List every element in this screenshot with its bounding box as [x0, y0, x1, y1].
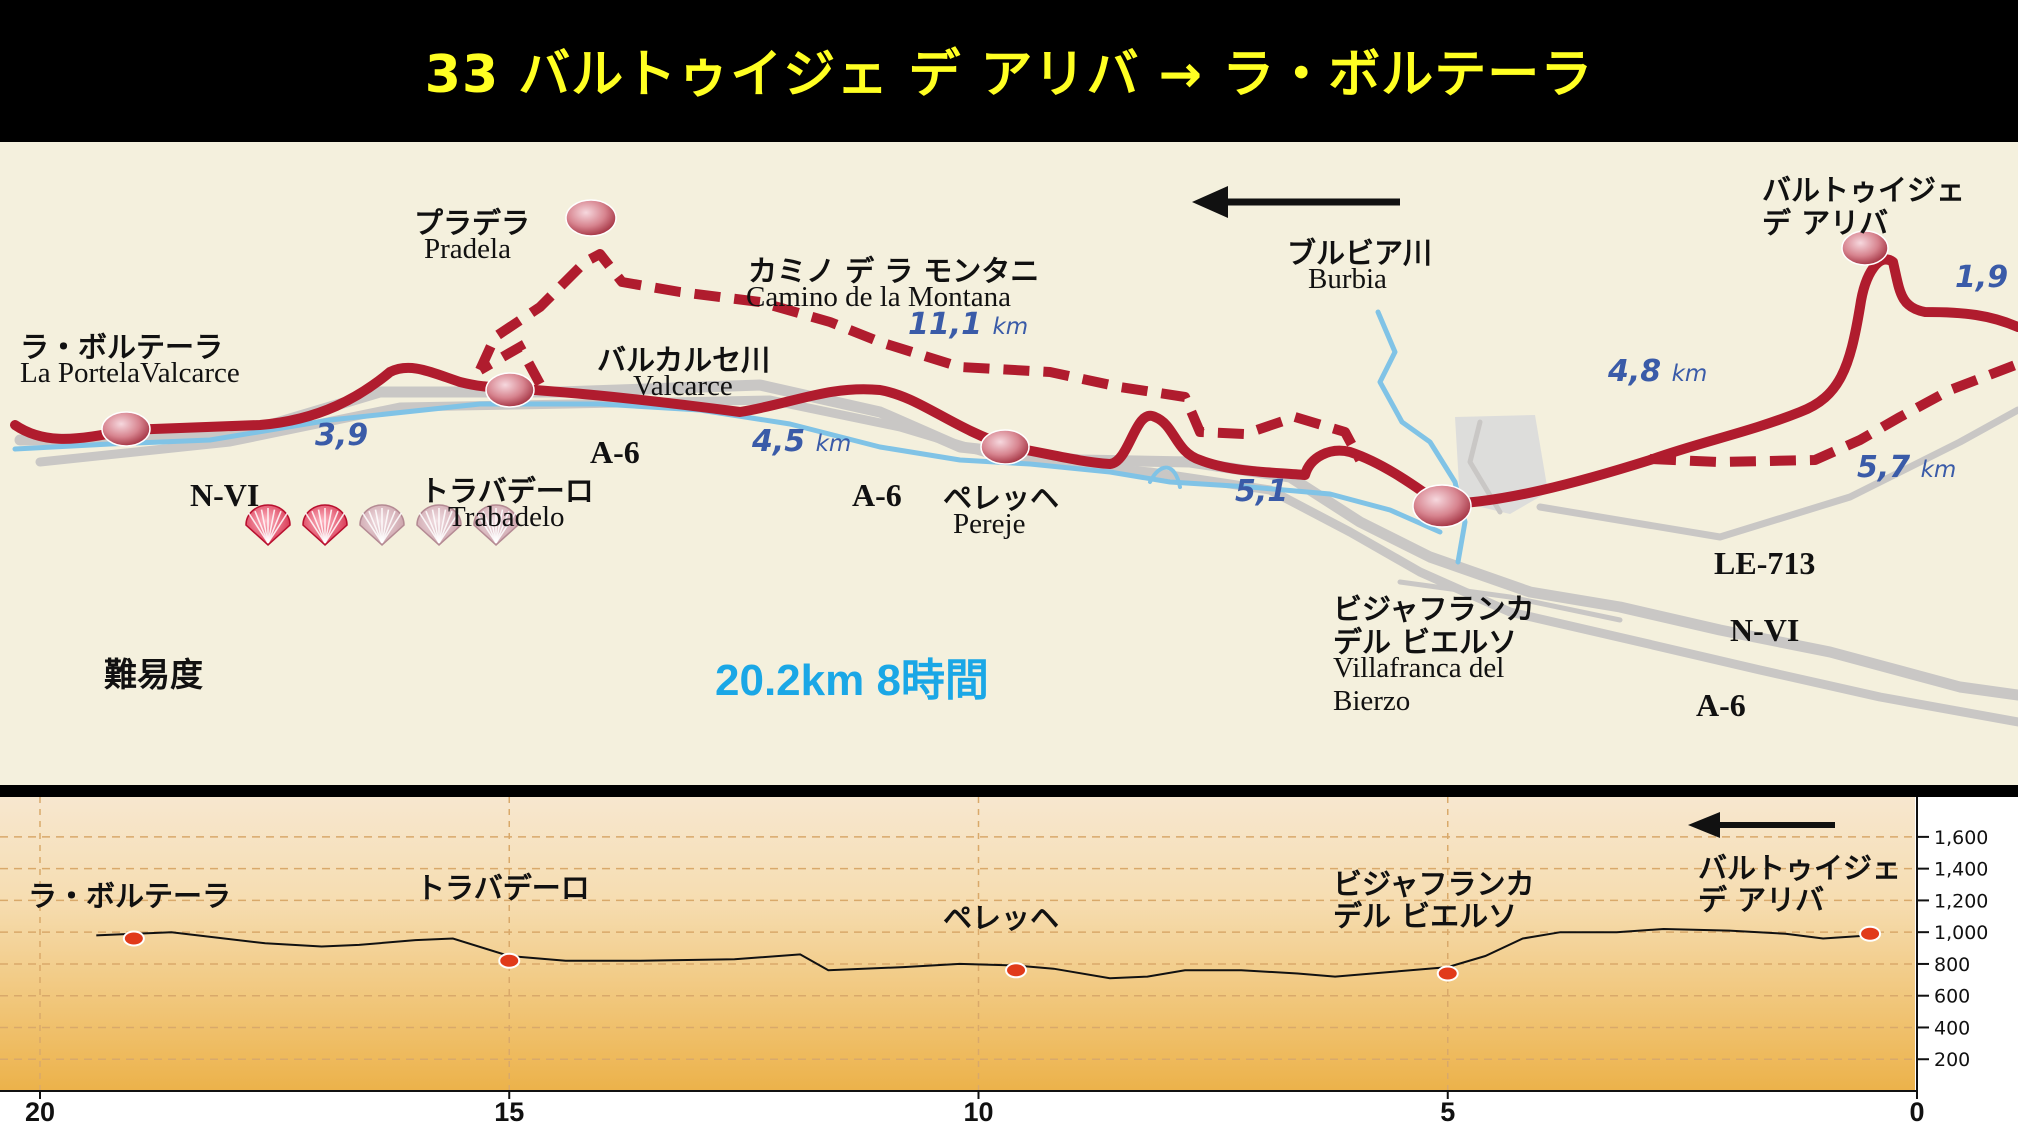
place-montana-jp: カミノ デ ラ モンタニ [748, 254, 1040, 288]
stop-marker-pereje [980, 429, 1030, 465]
profile-bottom-strip [0, 1091, 2018, 1127]
place-pradela-lat: Pradela [424, 233, 511, 265]
y-axis: 1,600 1,400 1,200 1,000 800 600 400 200 [1916, 797, 1988, 1091]
road-villafranca [1397, 579, 1623, 623]
total-distance-time: 20.2km 8時間 [715, 656, 989, 705]
profile-label-trabadelo: トラバデーロ [416, 871, 590, 905]
road-label-a6-2: A-6 [852, 477, 902, 513]
route-pradela-spur [477, 340, 545, 387]
map-canvas [10, 186, 2018, 727]
difficulty-shell-icon [302, 504, 348, 547]
place-portela-jp: ラ・ボルテーラ [20, 330, 224, 364]
stop-marker-portela [101, 411, 151, 447]
distance-label-4-5: 4,5 km [752, 424, 852, 459]
place-villafranca-lat1: Villafranca del [1333, 652, 1505, 684]
place-pereje-lat: Pereje [953, 508, 1026, 540]
profile-label-pereje: ペレッヘ [943, 901, 1060, 935]
distance-label-1-9: 1,9 [1955, 260, 2009, 295]
road-label-a6-1: A-6 [590, 434, 640, 470]
title-bar: 33 バルトゥイジェ デ アリバ → ラ・ボルテーラ [0, 0, 2018, 142]
elevation-stop-marker [498, 952, 521, 969]
profile-background [0, 797, 1915, 1091]
profile-direction-arrow-icon [1688, 812, 1835, 838]
x-tick-label: 15 [494, 1097, 524, 1127]
y-tick-label: 200 [1934, 1049, 1970, 1071]
difficulty-shell-icon [359, 504, 405, 547]
place-pereje-jp: ペレッヘ [943, 481, 1060, 515]
page-title: 33 バルトゥイジェ デ アリバ → ラ・ボルテーラ [424, 45, 1594, 105]
x-axis: 20 15 10 5 0 [0, 1090, 1925, 1127]
place-villafranca-jp1: ビジャフランカ [1333, 592, 1535, 626]
place-arriba-jp2: デ アリバ [1762, 206, 1889, 240]
profile-label-portela: ラ・ボルテーラ [28, 879, 232, 913]
direction-arrow-icon [1192, 186, 1400, 218]
profile-label-arriba-2: デ アリバ [1698, 883, 1825, 917]
place-pradela-jp: プラデラ [414, 206, 531, 240]
elevation-line [96, 927, 1871, 980]
road-label-le713: LE-713 [1714, 545, 1816, 581]
place-villafranca-lat2: Bierzo [1333, 685, 1411, 717]
elevation-stop-marker [1005, 962, 1028, 979]
profile-label-villafranca-2: デル ビエルソ [1333, 899, 1518, 933]
route-map: ラ・ボルテーラ La PortelaValcarce プラデラ Pradela … [0, 142, 2018, 785]
y-tick-label: 600 [1934, 986, 1970, 1008]
profile-label-villafranca-1: ビジャフランカ [1333, 867, 1535, 901]
y-tick-label: 1,600 [1934, 827, 1988, 849]
place-arriba-jp1: バルトゥイジェ [1762, 173, 1966, 207]
difficulty-shell-icon [473, 504, 519, 547]
x-tick-label: 20 [25, 1097, 55, 1127]
profile-axis-strip [1915, 797, 2018, 1091]
x-tick-label: 10 [963, 1097, 993, 1127]
distance-label-5-7: 5,7 km [1857, 450, 1957, 485]
difficulty-shell-icon [245, 504, 291, 547]
y-tick-label: 1,000 [1934, 922, 1988, 944]
difficulty-shells [245, 504, 519, 547]
elevation-stop-marker [122, 930, 145, 947]
elevation-stop-marker [1859, 925, 1882, 942]
river-valcarce-loop [1148, 465, 1182, 489]
road-label-nvi-east: N-VI [1730, 612, 1800, 648]
profile-grid [0, 797, 1915, 1091]
road-label-a6-east: A-6 [1696, 687, 1746, 723]
road-label-nvi-west: N-VI [190, 477, 260, 513]
stop-marker-trabadelo [485, 372, 535, 408]
distance-label-5-1: 5,1 [1235, 474, 1289, 509]
place-trabadelo-lat: Trabadelo [448, 501, 565, 533]
route-main [10, 254, 2018, 509]
place-burbia-jp: ブルビア川 [1287, 236, 1433, 270]
stop-marker-arriba [1841, 230, 1889, 266]
place-valcarce-jp: バルカルセ川 [597, 343, 771, 377]
distance-label-11-1: 11,1 km [908, 307, 1029, 342]
elevation-stops [122, 925, 1882, 982]
river-valcarce [12, 401, 1443, 535]
road-le713 [1536, 406, 2018, 541]
distance-label-3-9: 3,9 [315, 418, 369, 453]
y-tick-label: 1,200 [1934, 890, 1988, 912]
elevation-stop-marker [1436, 965, 1459, 982]
place-burbia-lat: Burbia [1308, 263, 1387, 295]
y-tick-label: 400 [1934, 1017, 1970, 1039]
route-le713-variant [1649, 359, 2018, 467]
difficulty-shell-icon [416, 504, 462, 547]
x-tick-label: 5 [1440, 1097, 1455, 1127]
stop-marker-villafranca [1412, 484, 1472, 528]
difficulty-label: 難易度 [104, 655, 203, 694]
y-tick-label: 1,400 [1934, 859, 1988, 881]
elevation-chart: 1,600 1,400 1,200 1,000 800 600 400 200 20 15 10 5… [0, 797, 2018, 1127]
place-trabadelo-jp: トラバデーロ [420, 474, 594, 508]
place-montana-lat: Camino de la Montana [746, 281, 1011, 313]
y-tick-label: 800 [1934, 954, 1970, 976]
place-portela-lat: La PortelaValcarce [20, 357, 240, 389]
profile-label-arriba-1: バルトゥイジェ [1698, 851, 1902, 885]
x-tick-label: 0 [1909, 1097, 1924, 1127]
place-valcarce-lat: Valcarce [633, 370, 733, 402]
place-villafranca-jp2: デル ビエルソ [1333, 625, 1518, 659]
elevation-profile: 1,600 1,400 1,200 1,000 800 600 400 200 20 15 10 5… [0, 785, 2018, 1127]
distance-label-4-8: 4,8 km [1608, 354, 1708, 389]
stop-marker-pradela [565, 199, 617, 237]
